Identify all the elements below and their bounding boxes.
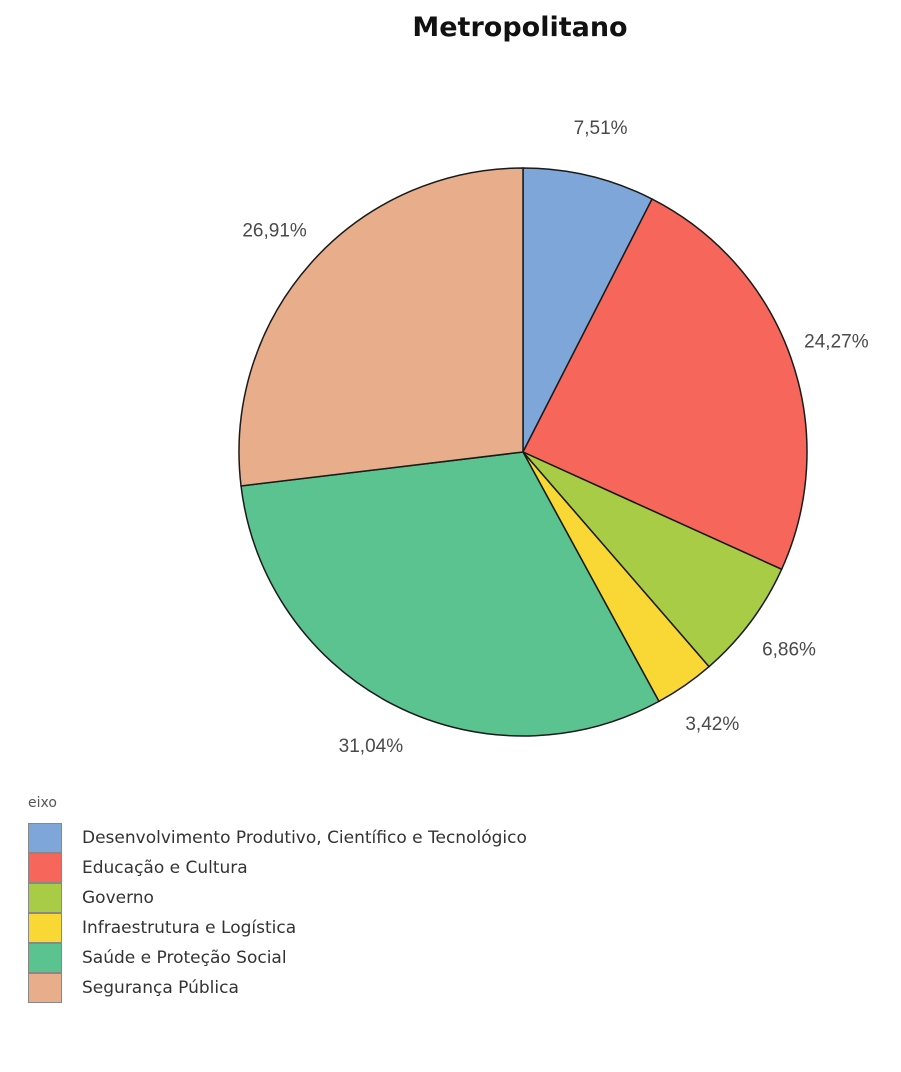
pie-data-label-3: 3,42% (685, 714, 739, 735)
pie-slice-1 (521, 198, 808, 571)
chart-title: Metropolitano (412, 12, 628, 43)
pie-data-labels: 7,51% 24,27% 6,86% 3,42% 31,04% 26,91% (242, 118, 868, 757)
pie-data-label-0: 7,51% (574, 118, 628, 139)
pie-slice-0 (522, 167, 654, 453)
legend-label: Infraestrutura e Logística (82, 918, 297, 938)
legend-swatch (28, 883, 62, 913)
pie-data-label-2: 6,86% (762, 640, 816, 661)
legend-item: Segurança Pública (28, 973, 527, 1003)
legend-swatch (28, 913, 62, 943)
pie-chart: 7,51% 24,27% 6,86% 3,42% 31,04% 26,91% (238, 118, 869, 757)
legend-label: Desenvolvimento Produtivo, Científico e … (82, 828, 527, 848)
pie-data-label-5: 26,91% (242, 221, 307, 242)
legend-item: Governo (28, 883, 527, 913)
legend-label: Governo (82, 888, 154, 908)
pie-slices (238, 167, 808, 737)
pie-slice-4 (240, 451, 660, 737)
pie-slice-2 (522, 451, 783, 668)
legend-item: Saúde e Proteção Social (28, 943, 527, 973)
legend-title: eixo (28, 795, 57, 811)
legend-label: Segurança Pública (82, 978, 239, 998)
legend: eixo Desenvolvimento Produtivo, Científi… (28, 795, 527, 1003)
legend-swatch (28, 943, 62, 973)
legend-item: Educação e Cultura (28, 853, 527, 883)
legend-item: Infraestrutura e Logística (28, 913, 527, 943)
legend-swatch (28, 973, 62, 1003)
pie-data-label-1: 24,27% (804, 331, 869, 352)
legend-items: Desenvolvimento Produtivo, Científico e … (28, 823, 527, 1003)
pie-data-label-4: 31,04% (339, 736, 404, 757)
legend-label: Educação e Cultura (82, 858, 248, 878)
pie-slice-5 (238, 167, 524, 487)
legend-label: Saúde e Proteção Social (82, 948, 287, 968)
legend-item: Desenvolvimento Produtivo, Científico e … (28, 823, 527, 853)
legend-swatch (28, 853, 62, 883)
legend-swatch (28, 823, 62, 853)
